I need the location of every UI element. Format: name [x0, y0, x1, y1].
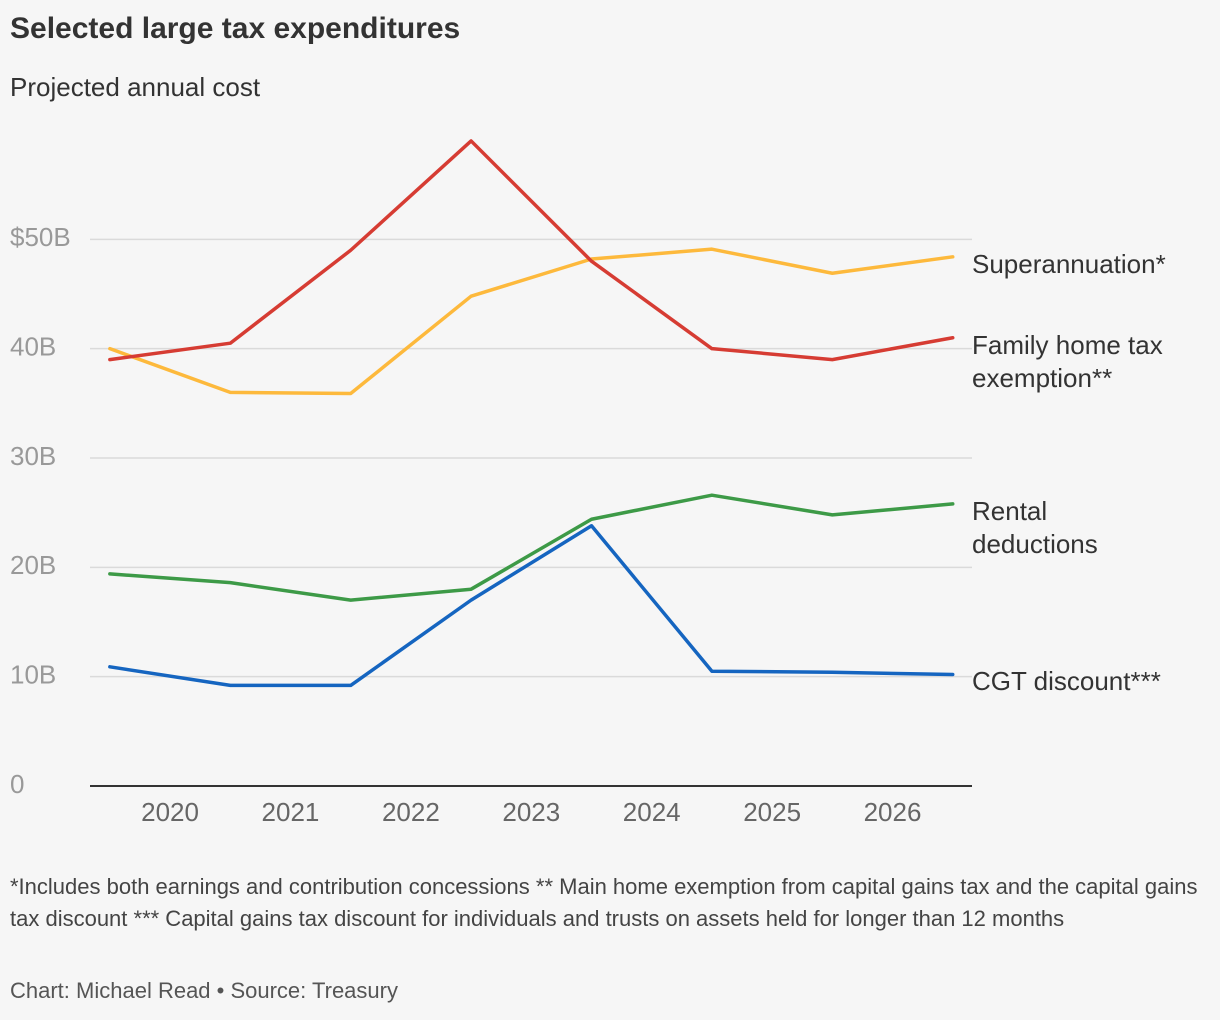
x-tick-label: 2023: [502, 797, 560, 827]
series-label: Family home tax exemption**: [972, 329, 1163, 393]
y-tick-label: 0: [10, 769, 24, 799]
x-tick-label: 2026: [864, 797, 922, 827]
source: Chart: Michael Read • Source: Treasury: [10, 978, 398, 1003]
series-line: [108, 493, 955, 602]
x-tick-label: 2022: [382, 797, 440, 827]
x-tick-label: 2020: [141, 797, 199, 827]
x-tick-label: 2024: [623, 797, 681, 827]
x-tick-label: 2025: [743, 797, 801, 827]
y-tick-label: 40B: [10, 332, 56, 362]
x-tick-label: 2021: [262, 797, 320, 827]
chart-subtitle: Projected annual cost: [10, 72, 261, 102]
series-label: Rental deductions: [972, 495, 1098, 559]
series-label: Superannuation*: [972, 248, 1166, 279]
y-tick-label: 10B: [10, 660, 56, 690]
chart-title: Selected large tax expenditures: [10, 12, 461, 45]
y-tick-label: $50B: [10, 222, 71, 252]
footnote: *Includes both earnings and contribution…: [10, 874, 1198, 931]
series-line: [108, 247, 955, 396]
series-line: [108, 524, 955, 688]
y-tick-label: 30B: [10, 441, 56, 471]
y-tick-label: 20B: [10, 550, 56, 580]
series-label: CGT discount***: [972, 666, 1161, 697]
series-line: [108, 139, 955, 362]
